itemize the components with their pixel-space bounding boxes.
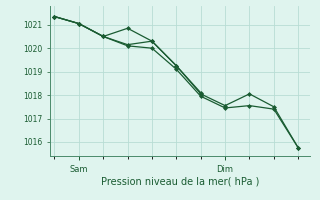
- X-axis label: Pression niveau de la mer( hPa ): Pression niveau de la mer( hPa ): [101, 177, 259, 187]
